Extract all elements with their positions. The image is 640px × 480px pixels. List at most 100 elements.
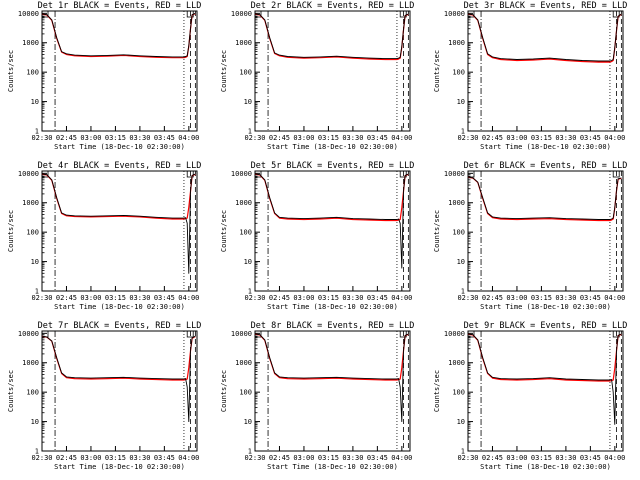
y-tick-label: 10 xyxy=(244,258,252,266)
y-tick-label: 100 xyxy=(239,229,252,237)
y-tick-label: 1 xyxy=(35,448,39,456)
x-axis-label: Start Time (18-Dec-10 02:30:00) xyxy=(267,143,398,151)
y-tick-label: 100 xyxy=(239,69,252,77)
y-tick-label: 1 xyxy=(248,288,252,296)
x-axis-label: Start Time (18-Dec-10 02:30:00) xyxy=(54,303,185,311)
events-series-line xyxy=(254,13,409,60)
x-tick-label: 02:30 xyxy=(457,454,478,462)
y-tick-label: 10 xyxy=(31,258,39,266)
x-tick-label: 04:00 xyxy=(391,134,412,142)
x-tick-label: 04:00 xyxy=(178,454,199,462)
x-tick-label: 03:45 xyxy=(580,454,601,462)
x-tick-label: 03:45 xyxy=(580,134,601,142)
y-tick-label: 1000 xyxy=(448,359,465,367)
x-axis-label: Start Time (18-Dec-10 02:30:00) xyxy=(267,303,398,311)
lld-series-line xyxy=(467,333,622,382)
chart-title: Det 3r BLACK = Events, RED = LLD xyxy=(464,1,628,11)
y-tick-label: 10000 xyxy=(231,10,252,18)
x-tick-label: 03:15 xyxy=(105,294,126,302)
marker-box xyxy=(612,10,620,18)
y-tick-label: 100 xyxy=(26,389,39,397)
x-tick-label: 03:00 xyxy=(80,294,101,302)
y-tick-label: 10000 xyxy=(231,330,252,338)
chart-svg: Det 7r BLACK = Events, RED = LLD 1 10 100 10… xyxy=(7,321,201,471)
chart-title: Det 1r BLACK = Events, RED = LLD xyxy=(38,1,202,11)
y-axis-label: Counts/sec xyxy=(220,370,228,412)
chart-svg: Det 5r BLACK = Events, RED = LLD 1 10 100 10… xyxy=(220,161,414,311)
x-tick-label: 03:15 xyxy=(318,294,339,302)
x-tick-label: 03:00 xyxy=(506,454,527,462)
marker-box xyxy=(399,170,407,178)
x-tick-label: 02:45 xyxy=(56,134,77,142)
x-tick-label: 03:30 xyxy=(129,454,150,462)
y-tick-label: 100 xyxy=(26,229,39,237)
y-tick-label: 10 xyxy=(31,98,39,106)
plot-frame xyxy=(467,170,624,292)
y-axis-label: Counts/sec xyxy=(7,50,15,92)
y-tick-label: 10 xyxy=(457,258,465,266)
y-axis-label: Counts/sec xyxy=(433,370,441,412)
events-series-line xyxy=(467,176,622,220)
y-tick-label: 1000 xyxy=(22,359,39,367)
chart-title: Det 4r BLACK = Events, RED = LLD xyxy=(38,161,202,171)
x-axis-label: Start Time (18-Dec-10 02:30:00) xyxy=(480,303,611,311)
lld-series-line xyxy=(41,335,196,381)
x-tick-label: 03:30 xyxy=(129,134,150,142)
y-tick-label: 1 xyxy=(35,128,39,136)
x-tick-label: 03:00 xyxy=(80,454,101,462)
x-tick-label: 03:15 xyxy=(531,454,552,462)
plot-frame xyxy=(254,330,411,452)
x-tick-label: 03:30 xyxy=(555,294,576,302)
y-axis-label: Counts/sec xyxy=(7,370,15,412)
plot-frame xyxy=(41,170,198,292)
detector-panel-4: Det 4r BLACK = Events, RED = LLD 1 10 100 10… xyxy=(0,160,213,320)
lld-series-line xyxy=(41,13,196,59)
x-tick-label: 03:15 xyxy=(531,294,552,302)
y-tick-label: 1 xyxy=(461,288,465,296)
x-tick-label: 04:00 xyxy=(178,294,199,302)
lld-series-line xyxy=(41,173,196,220)
x-tick-label: 02:45 xyxy=(269,454,290,462)
marker-box xyxy=(399,330,407,338)
x-tick-label: 02:30 xyxy=(31,294,52,302)
x-tick-label: 02:45 xyxy=(482,454,503,462)
x-tick-label: 02:45 xyxy=(269,294,290,302)
x-tick-label: 02:45 xyxy=(56,294,77,302)
y-tick-label: 1000 xyxy=(235,199,252,207)
x-tick-label: 03:30 xyxy=(342,294,363,302)
y-tick-label: 10000 xyxy=(231,170,252,178)
y-tick-label: 10000 xyxy=(18,170,39,178)
x-tick-label: 03:30 xyxy=(555,134,576,142)
lld-series-line xyxy=(467,13,622,63)
x-tick-label: 04:00 xyxy=(391,454,412,462)
y-tick-label: 10000 xyxy=(444,330,465,338)
y-axis-label: Counts/sec xyxy=(7,210,15,252)
y-tick-label: 1000 xyxy=(22,39,39,47)
chart-svg: Det 2r BLACK = Events, RED = LLD 1 10 100 10… xyxy=(220,1,414,151)
y-tick-label: 10 xyxy=(457,418,465,426)
y-tick-label: 100 xyxy=(452,69,465,77)
x-tick-label: 03:45 xyxy=(154,454,175,462)
x-tick-label: 03:45 xyxy=(367,294,388,302)
x-tick-label: 03:15 xyxy=(105,454,126,462)
y-tick-label: 100 xyxy=(239,389,252,397)
x-axis-label: Start Time (18-Dec-10 02:30:00) xyxy=(267,463,398,471)
plot-frame xyxy=(254,10,411,132)
x-tick-label: 03:30 xyxy=(555,454,576,462)
chart-svg: Det 8r BLACK = Events, RED = LLD 1 10 100 10… xyxy=(220,321,414,471)
lld-series-line xyxy=(254,333,409,381)
y-tick-label: 1000 xyxy=(22,199,39,207)
y-tick-label: 1000 xyxy=(448,199,465,207)
detector-panel-3: Det 3r BLACK = Events, RED = LLD 1 10 100 10… xyxy=(426,0,639,160)
x-tick-label: 04:00 xyxy=(604,134,625,142)
events-series-line xyxy=(254,173,409,269)
x-tick-label: 04:00 xyxy=(391,294,412,302)
y-axis-label: Counts/sec xyxy=(220,50,228,92)
x-tick-label: 03:00 xyxy=(506,294,527,302)
detector-panel-8: Det 8r BLACK = Events, RED = LLD 1 10 100 10… xyxy=(213,320,426,480)
events-series-line xyxy=(467,13,622,62)
x-tick-label: 03:45 xyxy=(367,134,388,142)
x-axis-label: Start Time (18-Dec-10 02:30:00) xyxy=(54,463,185,471)
x-tick-label: 02:30 xyxy=(244,134,265,142)
